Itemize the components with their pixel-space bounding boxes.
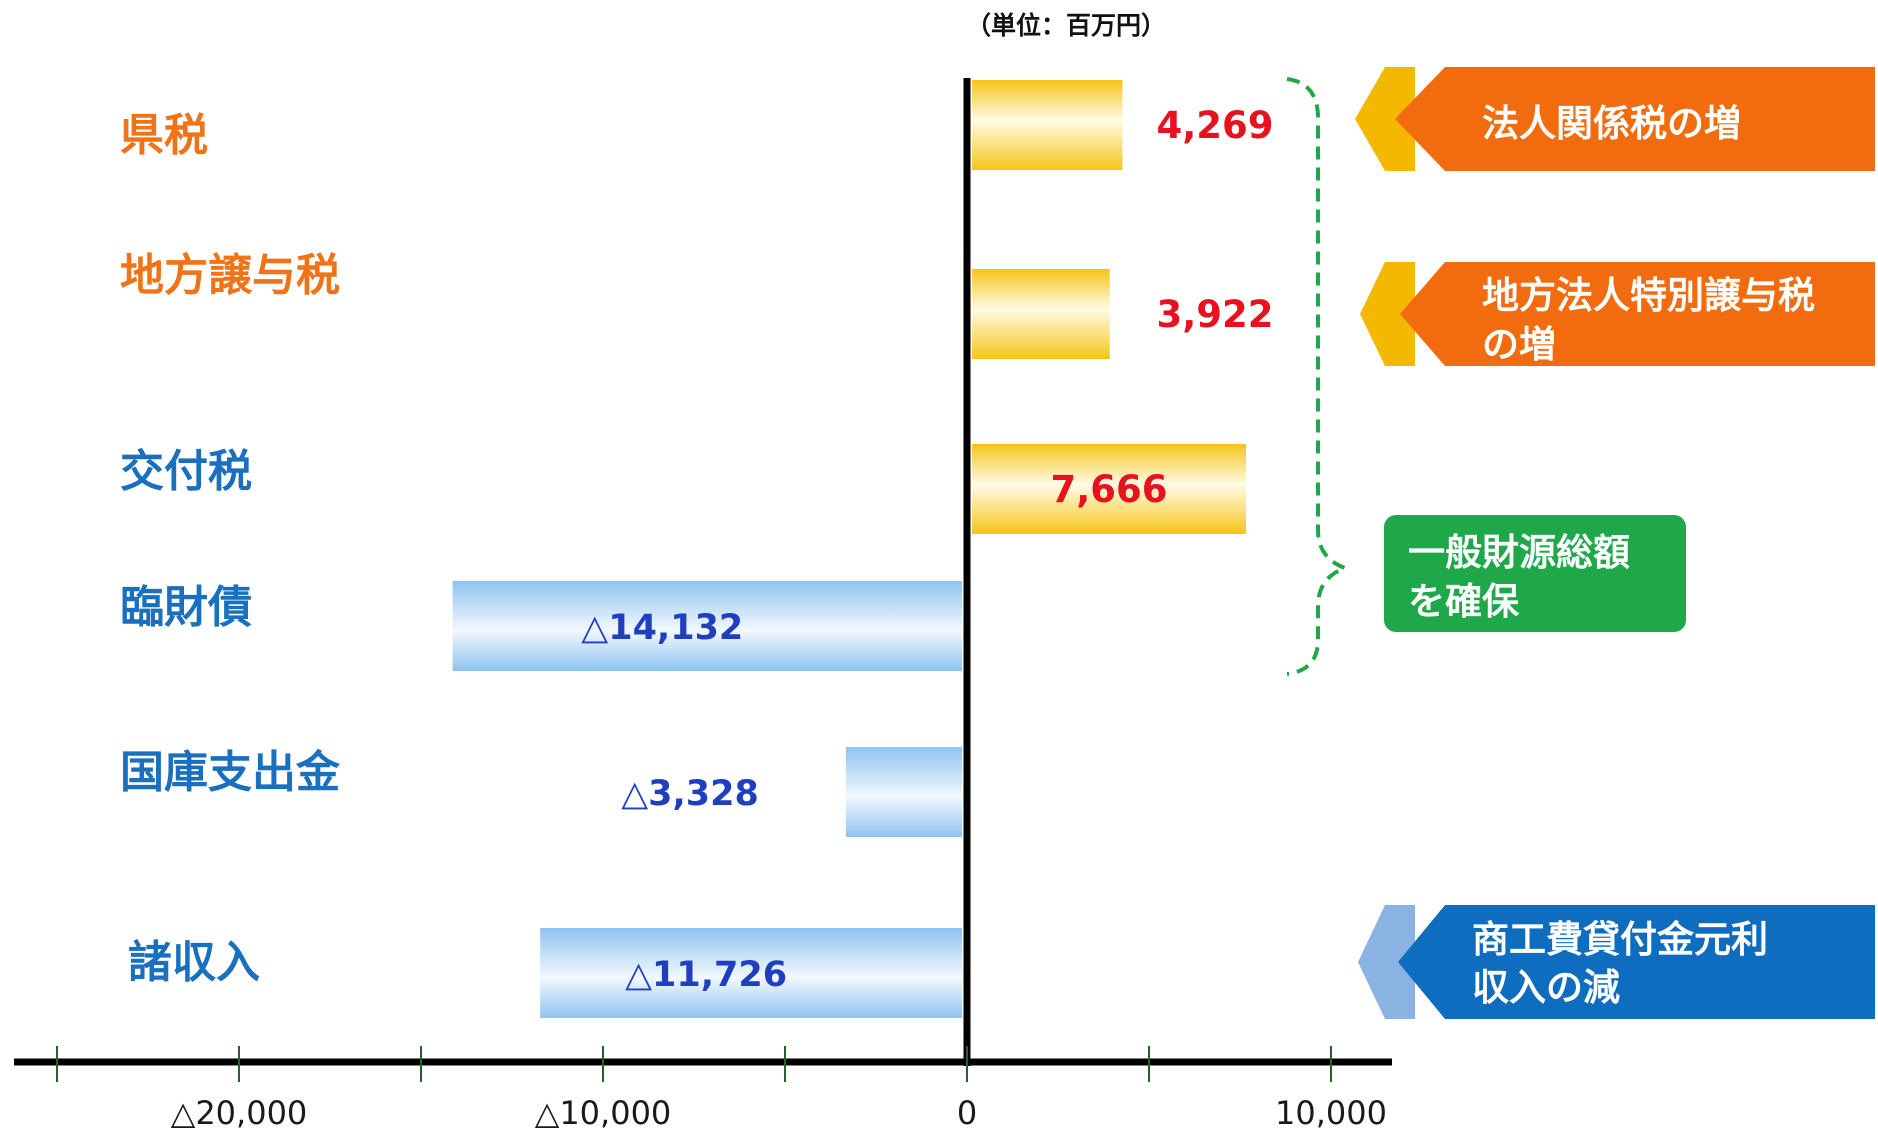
tick-label-2: △10,000 (535, 1094, 672, 1129)
callout-4-body (1398, 905, 1875, 1019)
unit-label: （単位：百万円） (966, 11, 1166, 40)
category-label-1: 県税 (120, 110, 208, 161)
callout-2-text-1: 地方法人特別譲与税 (1482, 274, 1815, 317)
callout-3-text-1: 一般財源総額 (1408, 531, 1630, 574)
callout-4-text-2: 収入の減 (1472, 966, 1620, 1009)
tick-label-1: △20,000 (171, 1094, 308, 1129)
general-revenue-brace (1286, 77, 1351, 676)
callout-3-body (1384, 515, 1686, 632)
bar-4 (452, 581, 962, 671)
callout-1-text-1: 法人関係税の増 (1482, 102, 1741, 145)
value-label-3: 7,666 (1050, 468, 1167, 511)
bar-1 (972, 80, 1123, 170)
value-label-5: △3,328 (621, 774, 759, 814)
category-label-6: 諸収入 (128, 937, 260, 988)
category-label-3: 交付税 (120, 446, 252, 497)
tick-label-3: 0 (957, 1094, 977, 1129)
value-label-2: 3,922 (1156, 293, 1273, 336)
value-label-6: △11,726 (625, 955, 787, 995)
callout-4-text-1: 商工費貸付金元利 (1472, 918, 1768, 961)
bar-6 (540, 928, 962, 1018)
callout-2-accent (1360, 262, 1415, 366)
value-label-1: 4,269 (1156, 104, 1273, 147)
bar-2 (972, 269, 1110, 359)
value-label-4: △14,132 (581, 608, 743, 648)
callout-2-body (1400, 262, 1875, 366)
bar-5 (845, 747, 962, 837)
callout-3-text-2: を確保 (1408, 580, 1520, 623)
category-label-5: 国庫支出金 (120, 747, 341, 798)
callout-1: 法人関係税の増 (1355, 67, 1875, 171)
category-label-2: 地方譲与税 (120, 250, 340, 301)
callout-1-accent (1355, 67, 1415, 171)
bar-3 (972, 444, 1247, 534)
tick-label-4: 10,000 (1275, 1094, 1387, 1129)
callout-2-text-2: の増 (1482, 323, 1556, 366)
callout-1-body (1395, 67, 1875, 171)
callout-4-accent (1358, 905, 1415, 1019)
category-label-4: 臨財債 (120, 582, 252, 633)
